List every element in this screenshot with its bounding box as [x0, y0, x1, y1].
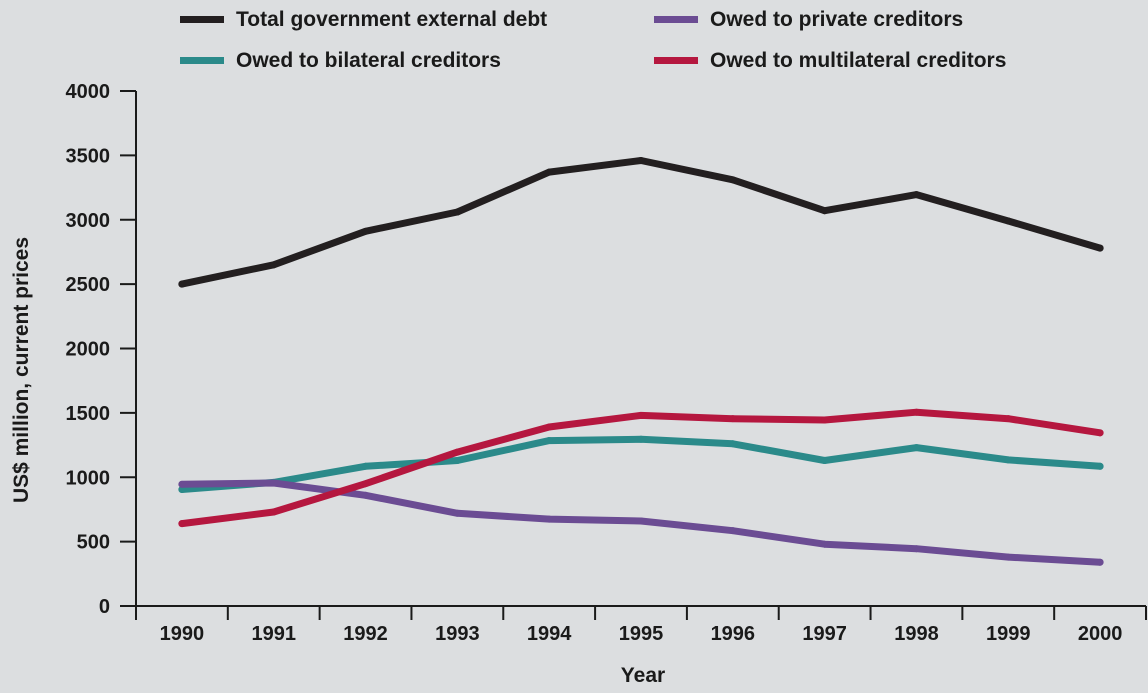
y-tick-label: 2500 — [66, 274, 111, 296]
x-tick-label: 1990 — [160, 623, 205, 645]
legend-swatch — [654, 16, 698, 23]
y-axis-title: US$ million, current prices — [10, 237, 33, 503]
data-point — [178, 280, 186, 288]
series-line-0 — [178, 157, 1104, 288]
series-lines — [178, 157, 1104, 566]
x-axis: 1990 1991 1992 1993 1994 1995 1996 1997 1998 1999… — [120, 605, 1147, 645]
data-point — [362, 227, 370, 235]
data-point — [453, 208, 461, 216]
data-point — [453, 509, 461, 517]
data-point — [545, 423, 553, 431]
data-point — [545, 515, 553, 523]
legend-item: Owed to multilateral creditors — [654, 49, 1006, 72]
legend-label: Owed to multilateral creditors — [710, 49, 1006, 72]
data-point — [821, 540, 829, 548]
legend-item: Owed to private creditors — [654, 8, 963, 31]
data-point — [1096, 429, 1104, 437]
data-point — [1004, 217, 1012, 225]
data-point — [729, 440, 737, 448]
data-point — [178, 520, 186, 528]
data-point — [912, 444, 920, 452]
data-point — [1004, 456, 1012, 464]
data-point — [362, 491, 370, 499]
y-tick-label: 500 — [77, 532, 110, 554]
data-point — [637, 517, 645, 525]
data-point — [912, 408, 920, 416]
data-point — [637, 435, 645, 443]
x-tick-label: 1994 — [527, 623, 572, 645]
legend-item: Owed to bilateral creditors — [180, 49, 501, 72]
x-tick-label: 1999 — [986, 623, 1031, 645]
data-point — [729, 415, 737, 423]
data-point — [178, 480, 186, 488]
data-point — [729, 527, 737, 535]
legend-item: Total government external debt — [180, 8, 547, 31]
data-point — [637, 411, 645, 419]
y-tick-label: 3500 — [66, 145, 111, 167]
x-tick-label: 2000 — [1078, 623, 1123, 645]
y-tick-label: 0 — [99, 596, 110, 618]
legend-swatch — [180, 16, 224, 23]
x-tick-label: 1993 — [435, 623, 480, 645]
data-point — [637, 157, 645, 165]
y-tick-label: 1000 — [66, 467, 111, 489]
x-tick-label: 1996 — [711, 623, 756, 645]
legend: Total government external debt Owed to pr… — [180, 8, 1006, 72]
x-tick-label: 1991 — [251, 623, 296, 645]
data-point — [453, 457, 461, 465]
data-point — [270, 479, 278, 487]
y-tick-label: 3000 — [66, 210, 111, 232]
data-point — [545, 437, 553, 445]
legend-label: Owed to private creditors — [710, 8, 963, 31]
series-line-2 — [178, 435, 1104, 493]
data-point — [362, 462, 370, 470]
x-tick-label: 1997 — [802, 623, 847, 645]
data-point — [821, 416, 829, 424]
x-tick-label: 1995 — [619, 623, 664, 645]
data-point — [362, 480, 370, 488]
y-tick-label: 1500 — [66, 403, 111, 425]
data-point — [453, 448, 461, 456]
data-point — [729, 176, 737, 184]
x-tick-label: 1992 — [343, 623, 388, 645]
data-point — [912, 545, 920, 553]
data-point — [1004, 415, 1012, 423]
y-axis: 0 500 1000 1500 2000 2500 3000 3500 4000 — [66, 81, 137, 618]
data-point — [270, 261, 278, 269]
y-tick-label: 2000 — [66, 339, 111, 361]
x-axis-title: Year — [621, 664, 665, 687]
data-point — [545, 168, 553, 176]
data-point — [821, 207, 829, 215]
data-point — [1096, 558, 1104, 566]
data-point — [821, 457, 829, 465]
legend-label: Owed to bilateral creditors — [236, 49, 501, 72]
legend-swatch — [180, 57, 224, 64]
data-point — [912, 191, 920, 199]
series-line-3 — [178, 408, 1104, 528]
x-tick-label: 1998 — [894, 623, 939, 645]
y-tick-label: 4000 — [66, 81, 111, 103]
legend-swatch — [654, 57, 698, 64]
data-point — [1096, 462, 1104, 470]
legend-label: Total government external debt — [236, 8, 547, 31]
data-point — [270, 508, 278, 516]
data-point — [1096, 244, 1104, 252]
data-point — [1004, 553, 1012, 561]
